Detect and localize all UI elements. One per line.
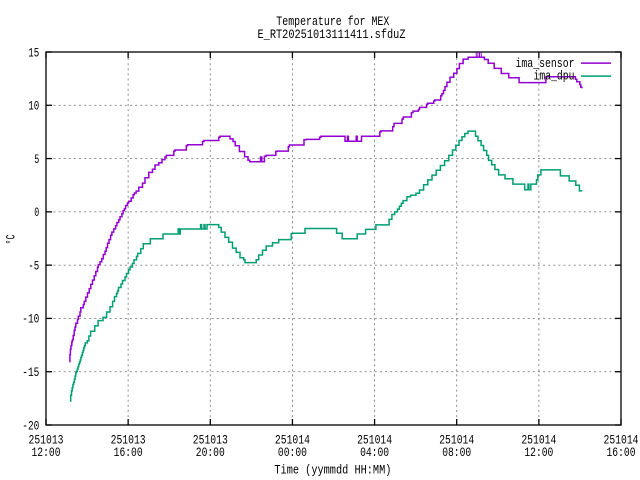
svg-text:12:00: 12:00 — [32, 445, 61, 460]
svg-text:251013: 251013 — [193, 432, 228, 447]
svg-text:251014: 251014 — [604, 432, 639, 447]
svg-text:16:00: 16:00 — [114, 445, 143, 460]
svg-text:°C: °C — [4, 234, 19, 244]
svg-text:-15: -15 — [22, 365, 39, 380]
svg-text:15: 15 — [28, 45, 39, 60]
svg-text:10: 10 — [28, 99, 39, 114]
svg-text:ima_dpu: ima_dpu — [534, 69, 575, 84]
svg-text:20:00: 20:00 — [196, 445, 225, 460]
svg-text:5: 5 — [34, 152, 39, 167]
svg-text:Temperature for MEX: Temperature for MEX — [276, 14, 389, 29]
svg-text:00:00: 00:00 — [278, 445, 307, 460]
svg-text:251013: 251013 — [29, 432, 64, 447]
svg-text:Time (yymmdd HH:MM): Time (yymmdd HH:MM) — [274, 463, 391, 478]
svg-text:251013: 251013 — [111, 432, 146, 447]
svg-text:251014: 251014 — [521, 432, 556, 447]
svg-text:08:00: 08:00 — [442, 445, 471, 460]
svg-text:-10: -10 — [22, 312, 39, 327]
svg-text:251014: 251014 — [275, 432, 310, 447]
svg-text:251014: 251014 — [357, 432, 392, 447]
svg-text:-20: -20 — [22, 418, 39, 433]
svg-text:E_RT20251013111411.sfduZ: E_RT20251013111411.sfduZ — [258, 27, 406, 42]
svg-text:12:00: 12:00 — [524, 445, 553, 460]
svg-text:16:00: 16:00 — [607, 445, 636, 460]
svg-text:-5: -5 — [28, 258, 39, 273]
svg-text:04:00: 04:00 — [360, 445, 389, 460]
svg-text:251014: 251014 — [439, 432, 474, 447]
svg-text:ima_sensor: ima_sensor — [516, 56, 575, 71]
svg-text:0: 0 — [34, 205, 39, 220]
